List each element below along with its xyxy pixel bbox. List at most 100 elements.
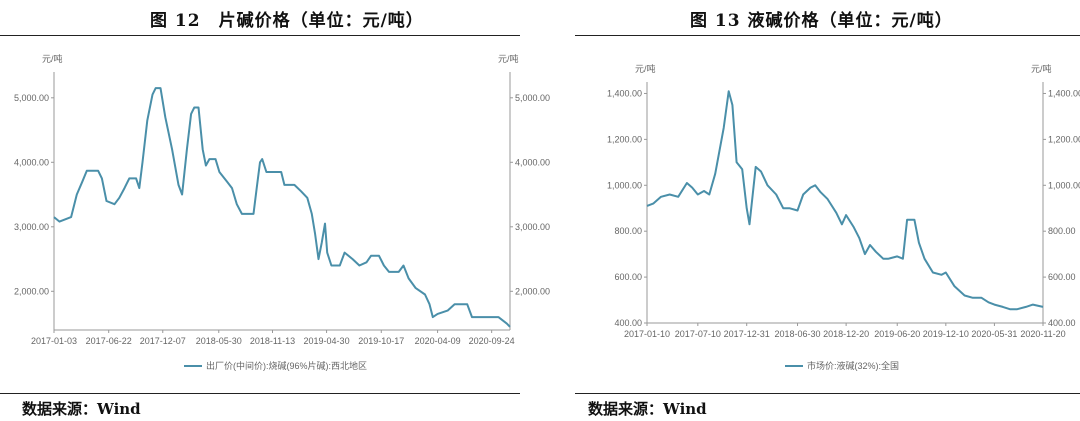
data-point <box>1025 306 1026 307</box>
data-point <box>383 265 384 266</box>
data-point <box>82 181 83 182</box>
data-point <box>686 182 687 183</box>
data-point <box>467 304 468 305</box>
data-point <box>853 226 854 227</box>
left-y-tick-label: 1,200.00 <box>607 134 642 144</box>
x-tick-label: 2017-12-07 <box>140 336 186 346</box>
data-point <box>388 271 389 272</box>
data-point <box>281 171 282 172</box>
data-point <box>755 166 756 167</box>
data-point <box>101 178 102 179</box>
data-point <box>160 88 161 89</box>
data-point <box>191 113 192 114</box>
data-point <box>697 194 698 195</box>
left-y-tick-label: 2,000.00 <box>14 286 49 296</box>
x-tick-label: 2018-05-30 <box>196 336 242 346</box>
data-point <box>324 223 325 224</box>
data-point <box>318 259 319 260</box>
data-point <box>732 104 733 105</box>
x-tick-label: 2020-04-09 <box>415 336 461 346</box>
data-point <box>314 233 315 234</box>
data-point <box>709 194 710 195</box>
data-point <box>506 323 507 324</box>
x-tick-label: 2019-06-20 <box>874 329 920 339</box>
x-tick-label: 2020-11-20 <box>1020 329 1065 339</box>
series-line <box>646 90 1044 311</box>
data-point <box>746 208 747 209</box>
data-point <box>106 200 107 201</box>
data-point <box>331 265 332 266</box>
data-point <box>736 162 737 163</box>
data-point <box>352 259 353 260</box>
data-point <box>703 190 704 191</box>
data-point <box>266 171 267 172</box>
data-point <box>71 217 72 218</box>
top-rule-right <box>575 35 1080 36</box>
data-point <box>327 252 328 253</box>
data-point <box>760 171 761 172</box>
data-point <box>941 274 942 275</box>
data-point <box>723 127 724 128</box>
data-point <box>119 197 120 198</box>
data-point <box>227 181 228 182</box>
x-tick-label: 2017-06-22 <box>86 336 132 346</box>
data-point <box>359 265 360 266</box>
data-point <box>859 238 860 239</box>
data-point <box>53 217 54 218</box>
left-y-tick-label: 1,000.00 <box>607 180 642 190</box>
figure-12-source: 数据来源：Wind <box>22 400 141 418</box>
data-point <box>846 215 847 216</box>
right-y-tick-label: 1,400.00 <box>1048 88 1080 98</box>
data-point <box>182 194 183 195</box>
left-y-tick-label: 400.00 <box>614 318 642 328</box>
data-point <box>498 317 499 318</box>
data-point <box>715 173 716 174</box>
right-y-tick-label: 3,000.00 <box>515 222 550 232</box>
data-point <box>284 184 285 185</box>
data-point <box>241 213 242 214</box>
data-point <box>165 117 166 118</box>
x-tick-label: 2017-01-10 <box>624 329 670 339</box>
data-point <box>178 184 179 185</box>
data-point <box>186 149 187 150</box>
data-point <box>471 317 472 318</box>
x-tick-label: 2017-12-31 <box>724 329 770 339</box>
data-point <box>259 162 260 163</box>
x-tick-label: 2017-01-03 <box>31 336 77 346</box>
data-point <box>273 171 274 172</box>
data-point <box>669 194 670 195</box>
data-point <box>262 159 263 160</box>
data-point <box>311 213 312 214</box>
left-y-tick-label: 4,000.00 <box>14 157 49 167</box>
figure-13-title: 图 13 液碱价格（单位：元/吨） <box>690 11 953 31</box>
data-point <box>432 317 433 318</box>
data-point <box>398 271 399 272</box>
data-point <box>253 213 254 214</box>
x-tick-label: 2019-12-10 <box>923 329 969 339</box>
data-point <box>339 265 340 266</box>
data-point <box>246 213 247 214</box>
data-point <box>152 94 153 95</box>
data-point <box>509 326 510 327</box>
data-point <box>914 219 915 220</box>
figure-12-title: 图 12 片碱价格（单位：元/吨） <box>150 11 424 31</box>
data-point <box>972 297 973 298</box>
data-point <box>344 252 345 253</box>
right-y-tick-label: 600.00 <box>1048 272 1076 282</box>
data-point <box>875 251 876 252</box>
data-point <box>1042 306 1043 307</box>
x-tick-label: 2019-10-17 <box>358 336 404 346</box>
data-point <box>114 204 115 205</box>
data-point <box>124 188 125 189</box>
data-point <box>172 149 173 150</box>
right-y-tick-label: 800.00 <box>1048 226 1076 236</box>
data-point <box>202 149 203 150</box>
right-y-tick-label: 400.00 <box>1048 318 1076 328</box>
data-point <box>742 169 743 170</box>
data-point <box>820 192 821 193</box>
right-y-tick-label: 4,000.00 <box>515 157 550 167</box>
data-point <box>653 203 654 204</box>
data-point <box>815 185 816 186</box>
data-point <box>994 304 995 305</box>
legend-label: 市场价:液碱(32%):全国 <box>807 360 899 371</box>
